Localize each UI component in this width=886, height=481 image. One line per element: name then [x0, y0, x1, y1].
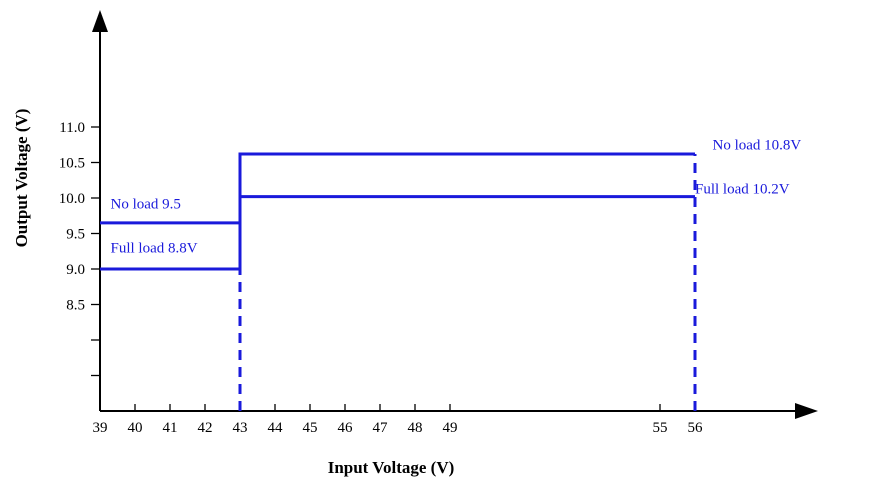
y-tick-label: 9.0 — [66, 262, 85, 278]
series-line — [100, 152, 695, 225]
x-ticks: 39 40 41 42 43 44 45 46 47 48 49 55 56 — [93, 404, 704, 436]
y-ticks: 8.5 9.0 9.5 10.0 10.5 11.0 — [59, 120, 100, 377]
annotation-label: Full load 10.2V — [695, 182, 790, 198]
x-tick-label: 43 — [233, 420, 248, 436]
y-tick-label: 10.5 — [59, 156, 85, 172]
x-axis-title: Input Voltage (V) — [328, 458, 455, 477]
guide-lines — [238, 153, 697, 411]
y-axis-arrow — [92, 10, 108, 32]
y-tick-label: 9.5 — [66, 227, 85, 243]
x-tick-label: 41 — [163, 420, 178, 436]
x-axis-arrow — [795, 403, 818, 419]
annotations: No load 9.5 Full load 8.8V No load 10.8V Fu… — [111, 138, 802, 257]
y-tick-label: 10.0 — [59, 191, 85, 207]
x-tick-label: 44 — [268, 420, 284, 436]
x-tick-label: 56 — [688, 420, 704, 436]
x-tick-label: 42 — [198, 420, 213, 436]
y-tick-label: 8.5 — [66, 298, 85, 314]
x-tick-label: 47 — [373, 420, 389, 436]
x-tick-label: 46 — [338, 420, 354, 436]
x-tick-label: 39 — [93, 420, 108, 436]
annotation-label: No load 9.5 — [111, 197, 181, 213]
x-tick-label: 55 — [653, 420, 668, 436]
annotation-label: Full load 8.8V — [111, 241, 198, 257]
series-line — [100, 195, 695, 271]
x-tick-label: 40 — [128, 420, 143, 436]
series-lines — [100, 152, 695, 271]
y-tick-label: 11.0 — [59, 120, 85, 136]
x-tick-label: 48 — [408, 420, 423, 436]
y-axis-title: Output Voltage (V) — [12, 109, 31, 248]
annotation-label: No load 10.8V — [713, 138, 802, 154]
x-tick-label: 49 — [443, 420, 458, 436]
x-tick-label: 45 — [303, 420, 318, 436]
axes — [92, 10, 818, 419]
